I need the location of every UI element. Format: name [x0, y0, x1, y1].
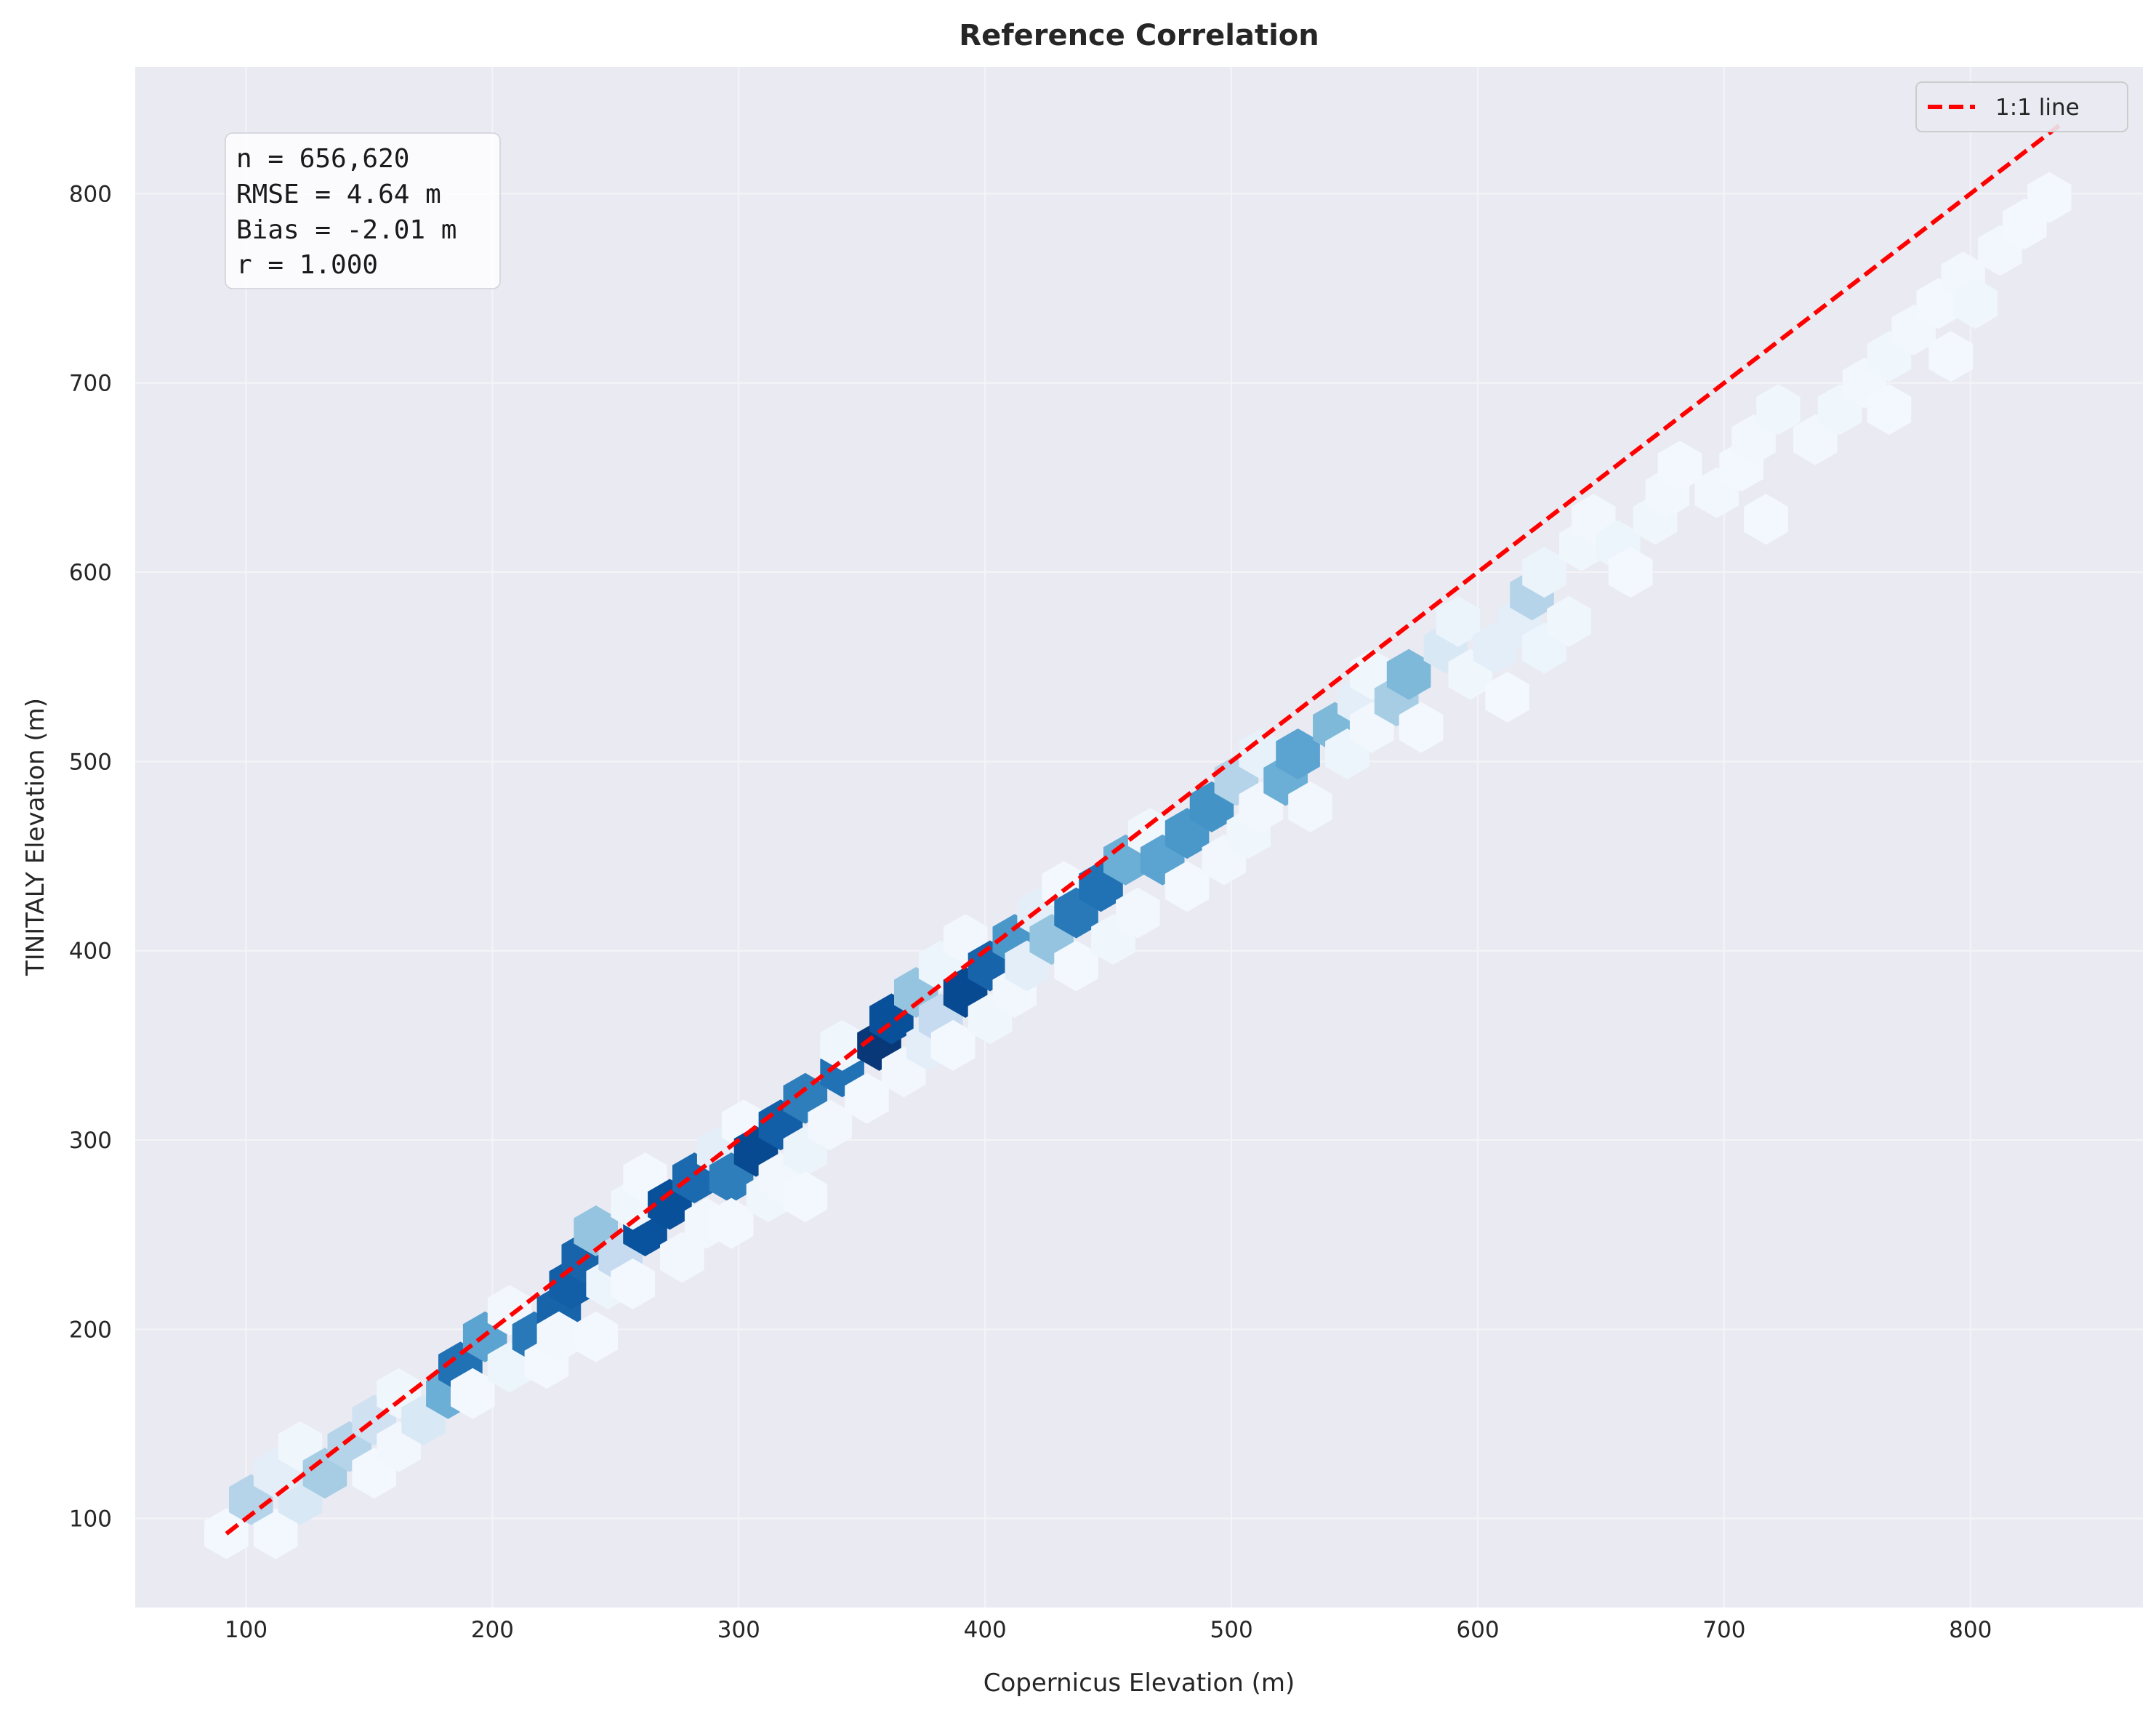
x-tick-label: 100 — [225, 1617, 268, 1643]
hexbin-cell — [611, 1258, 655, 1309]
y-tick-label: 700 — [69, 371, 112, 397]
hexbin-cell — [709, 1197, 754, 1249]
stats-r: r = 1.000 — [236, 250, 378, 280]
hexbin-cell — [1522, 547, 1566, 598]
hexbin-cell — [808, 1099, 852, 1151]
x-tick-label: 800 — [1949, 1617, 1992, 1643]
hexbin-cell — [660, 1232, 704, 1283]
reference-line — [225, 124, 2061, 1536]
y-tick-label: 500 — [69, 749, 112, 775]
y-tick-label: 400 — [69, 939, 112, 965]
hexbin-cell — [451, 1368, 495, 1419]
hexbin-cell — [1436, 595, 1481, 647]
hexbin-cell — [1867, 384, 1912, 435]
hexbin-cell — [1953, 278, 1998, 329]
hexbin-cell — [1386, 649, 1431, 700]
hexbin-cell — [930, 1019, 976, 1071]
x-tick-label: 600 — [1456, 1617, 1499, 1643]
hexbin-cell — [845, 1072, 889, 1124]
hexbin-cell — [1756, 384, 1801, 435]
y-tick-label: 100 — [69, 1506, 112, 1533]
y-tick-labels: 100 200 300 400 500 600 700 800 — [69, 181, 112, 1532]
hexbin-cell — [1744, 494, 1788, 545]
hexbin-cell — [2027, 172, 2072, 223]
stats-box: n = 656,620 RMSE = 4.64 m Bias = -2.01 m… — [225, 132, 501, 289]
x-axis-title: Copernicus Elevation (m) — [984, 1669, 1295, 1698]
stats-rmse: RMSE = 4.64 m — [236, 180, 441, 209]
legend-label-1-1-line: 1:1 line — [1995, 95, 2080, 121]
hexbin-cells — [204, 172, 2072, 1560]
x-tick-label: 200 — [471, 1617, 514, 1643]
x-tick-label: 400 — [964, 1617, 1007, 1643]
legend: 1:1 line — [1915, 81, 2128, 132]
hexbin-cell — [1165, 861, 1210, 912]
hexbin-cell — [204, 1508, 249, 1560]
hexbin-cell — [1547, 595, 1591, 647]
stats-bias: Bias = -2.01 m — [236, 215, 456, 245]
hexbin-cell — [1276, 728, 1320, 779]
hexbin-cell — [1485, 671, 1529, 723]
hexbin-cell — [1608, 547, 1653, 598]
hexbin-cell — [820, 1019, 864, 1071]
y-tick-label: 200 — [69, 1317, 112, 1343]
reference-line-group — [225, 124, 2061, 1536]
x-tick-label: 500 — [1210, 1617, 1253, 1643]
hexbin-cell — [1399, 702, 1444, 753]
hexbin-cell — [487, 1341, 532, 1393]
y-tick-label: 800 — [69, 181, 112, 207]
x-tick-label: 700 — [1702, 1617, 1745, 1643]
hexbin-cell — [1054, 940, 1098, 992]
hexbin-cell — [1928, 331, 1973, 382]
hexbin-cell — [536, 1311, 582, 1362]
y-tick-label: 300 — [69, 1128, 112, 1154]
stats-n: n = 656,620 — [236, 144, 409, 174]
hexbin-cell — [783, 1171, 828, 1223]
hexbin-cell — [574, 1311, 618, 1362]
hexbin-cell — [1657, 441, 1702, 492]
legend-box — [1915, 81, 2128, 132]
x-tick-label: 300 — [717, 1617, 760, 1643]
hexbin-cell — [1116, 887, 1160, 939]
stats-box-background — [225, 132, 501, 289]
grid-lines — [135, 67, 2143, 1607]
y-axis-title: TINITALY Elevation (m) — [21, 698, 50, 976]
x-tick-labels: 100 200 300 400 500 600 700 800 — [225, 1617, 1992, 1643]
hexbin-cell — [1288, 781, 1332, 832]
chart-title: Reference Correlation — [959, 19, 1319, 52]
hexbin-cell — [253, 1508, 298, 1560]
y-tick-label: 600 — [69, 560, 112, 586]
